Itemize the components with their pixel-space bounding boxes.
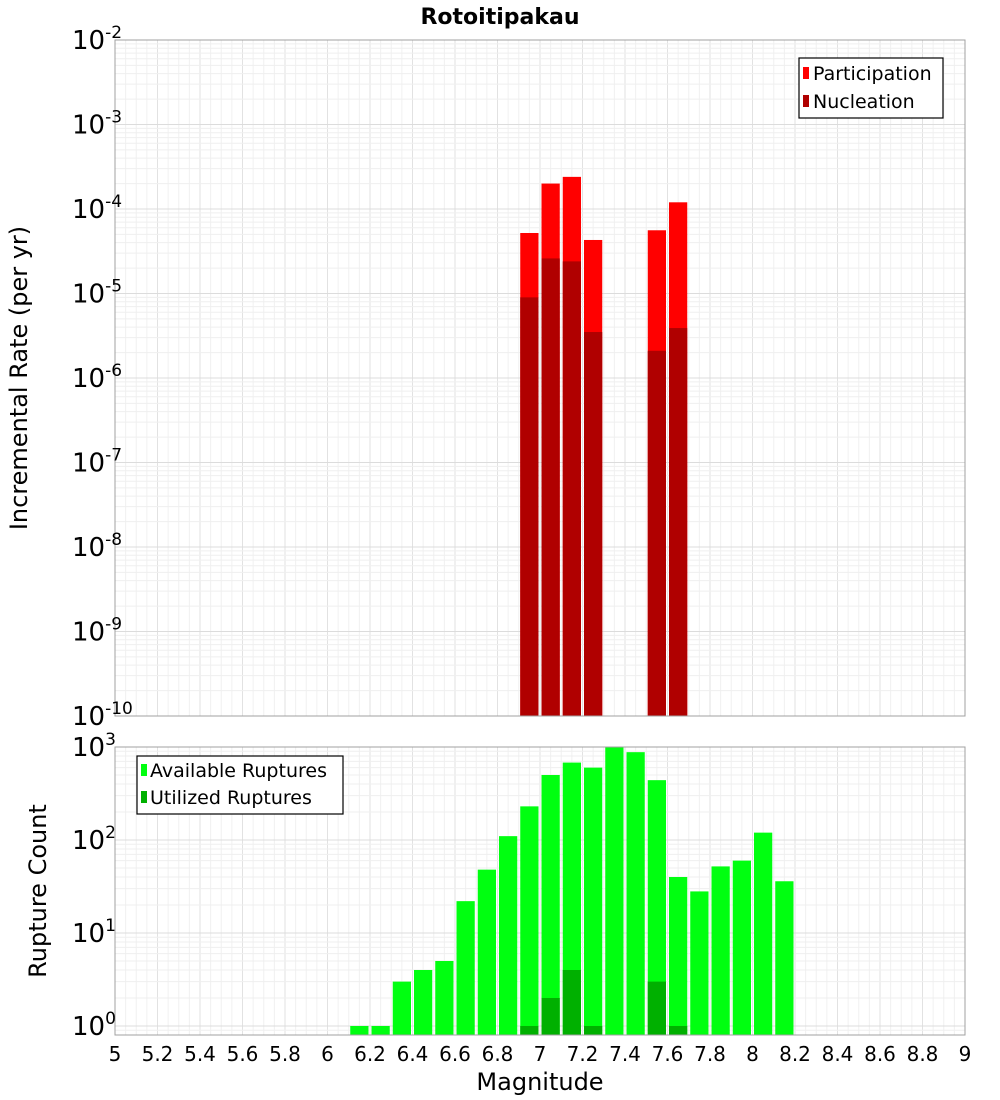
top-bar-nucleation [541, 258, 560, 716]
bottom-bar-available-ruptures [350, 1025, 369, 1035]
legend-swatch-available [141, 764, 147, 776]
bottom-bar-utilized-ruptures [520, 1025, 539, 1035]
top-y-tick-label: 10-3 [72, 108, 122, 141]
top-y-ticks: 10-10 10-9 10-8 10-7 10-6 10-5 10-4 10-3 10-2 [72, 23, 133, 732]
x-tick-label: 9 [959, 1042, 972, 1066]
top-bar-nucleation [647, 350, 666, 716]
top-bar-nucleation [669, 328, 688, 716]
bottom-bar-available-ruptures [669, 877, 688, 1035]
x-tick-label: 7.4 [609, 1042, 641, 1066]
bottom-y-tick-label: 101 [72, 916, 116, 949]
top-plot-border [114, 39, 966, 717]
bottom-bar-utilized-ruptures [541, 997, 560, 1035]
x-tick-label: 6 [321, 1042, 334, 1066]
x-tick-label: 5.8 [269, 1042, 301, 1066]
top-bar-nucleation [562, 261, 581, 716]
bottom-bar-available-ruptures [541, 774, 560, 1035]
x-tick-label: 7.2 [567, 1042, 599, 1066]
bottom-plot-border [114, 746, 966, 1036]
x-tick-label: 8.4 [822, 1042, 854, 1066]
bottom-bar-utilized-ruptures [584, 1025, 603, 1035]
top-y-tick-label: 10-9 [72, 615, 122, 648]
bottom-bar-available-ruptures [456, 901, 475, 1035]
bottom-bar-available-ruptures [711, 866, 730, 1035]
top-panel: 10-10 10-9 10-8 10-7 10-6 10-5 10-4 10-3 10-2 In… [5, 23, 966, 732]
x-tick-label: 8.6 [864, 1042, 896, 1066]
legend-label-available: Available Ruptures [150, 760, 327, 782]
bottom-panel: 100 101 102 103 5 5.2 5.4 5.6 5.8 6 6.2 6.4 6.6 6.8 7… [24, 730, 971, 1096]
top-bars [520, 176, 688, 717]
x-tick-label: 7 [534, 1042, 547, 1066]
bottom-y-axis-label: Rupture Count [24, 804, 52, 978]
bottom-y-tick-label: 100 [72, 1009, 116, 1042]
x-tick-label: 5.6 [227, 1042, 259, 1066]
x-tick-label: 7.6 [652, 1042, 684, 1066]
top-y-tick-label: 10-2 [72, 23, 122, 56]
top-y-tick-label: 10-6 [72, 361, 122, 394]
bottom-bar-available-ruptures [647, 780, 666, 1035]
bottom-bar-available-ruptures [732, 860, 751, 1035]
bottom-bar-available-ruptures [520, 806, 539, 1035]
x-tick-label: 6.6 [439, 1042, 471, 1066]
bottom-legend: Available Ruptures Utilized Ruptures [136, 755, 344, 815]
x-tick-label: 6.2 [354, 1042, 386, 1066]
bottom-bar-available-ruptures [584, 767, 603, 1035]
legend-swatch-nucleation [803, 95, 809, 107]
legend-swatch-participation [803, 67, 809, 79]
legend-label-participation: Participation [813, 63, 932, 85]
top-y-tick-label: 10-10 [72, 699, 133, 732]
bottom-bar-utilized-ruptures [562, 969, 581, 1035]
bottom-bar-available-ruptures [414, 969, 433, 1035]
bottom-bar-available-ruptures [392, 981, 411, 1035]
top-y-tick-label: 10-7 [72, 446, 122, 479]
bottom-bar-available-ruptures [605, 747, 624, 1035]
bottom-bar-utilized-ruptures [647, 981, 666, 1035]
x-ticks: 5 5.2 5.4 5.6 5.8 6 6.2 6.4 6.6 6.8 7 7.2 7.4 7.6 7.8 8… [109, 1042, 972, 1066]
bottom-bar-available-ruptures [690, 891, 709, 1035]
x-axis-label: Magnitude [476, 1068, 603, 1096]
top-y-axis-label: Incremental Rate (per yr) [5, 226, 33, 530]
bottom-bar-available-ruptures [477, 869, 496, 1035]
bottom-bar-available-ruptures [499, 836, 518, 1035]
bottom-bar-available-ruptures [626, 752, 645, 1035]
top-bar-nucleation [520, 297, 539, 716]
legend-swatch-utilized [141, 791, 147, 803]
legend-label-utilized: Utilized Ruptures [150, 787, 312, 809]
chart-title: Rotoitipakau [420, 5, 579, 30]
top-y-tick-label: 10-8 [72, 530, 122, 563]
top-y-tick-label: 10-4 [72, 192, 122, 225]
bottom-bar-available-ruptures [562, 762, 581, 1035]
top-grid [114, 39, 966, 717]
bottom-bar-available-ruptures [775, 881, 794, 1035]
bottom-bar-available-ruptures [754, 832, 773, 1035]
bottom-bar-available-ruptures [371, 1025, 390, 1035]
x-tick-label: 8.8 [907, 1042, 939, 1066]
x-tick-label: 7.8 [694, 1042, 726, 1066]
x-tick-label: 5 [109, 1042, 122, 1066]
x-tick-label: 6.4 [397, 1042, 429, 1066]
top-legend: Participation Nucleation [798, 57, 944, 119]
bottom-y-tick-label: 103 [72, 730, 116, 763]
bottom-bars [350, 747, 794, 1035]
x-tick-label: 5.2 [142, 1042, 174, 1066]
top-y-tick-label: 10-5 [72, 277, 122, 310]
x-tick-label: 6.8 [482, 1042, 514, 1066]
top-legend-box [798, 57, 944, 119]
x-tick-label: 8.2 [779, 1042, 811, 1066]
bottom-bar-utilized-ruptures [669, 1025, 688, 1035]
legend-label-nucleation: Nucleation [813, 91, 915, 113]
x-tick-label: 5.4 [184, 1042, 216, 1066]
bottom-bar-available-ruptures [435, 960, 454, 1035]
top-bar-nucleation [584, 332, 603, 716]
bottom-legend-box [136, 755, 344, 815]
bottom-y-ticks: 100 101 102 103 [72, 730, 116, 1042]
x-tick-label: 8 [746, 1042, 759, 1066]
bottom-y-tick-label: 102 [72, 823, 116, 856]
